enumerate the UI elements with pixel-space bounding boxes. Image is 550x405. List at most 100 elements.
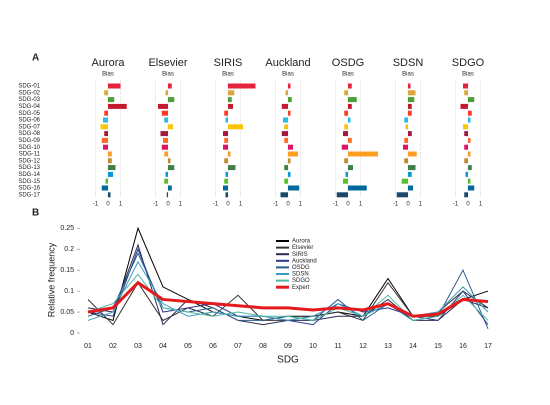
bar [168,97,175,103]
bar [348,83,352,89]
bar [408,185,413,191]
x-tick-label: 11 [334,343,341,350]
bar [408,97,415,103]
bar [281,103,288,109]
legend-label: Elsevier [292,245,313,251]
bar [224,137,228,143]
x-tick-label: 1 [119,202,123,208]
bar [288,151,298,157]
bar [228,165,236,171]
bar [223,144,228,150]
x-tick-label: 08 [259,343,267,350]
bar [288,97,292,103]
bar [463,124,468,130]
x-tick-label: 0 [226,202,230,208]
bar [108,171,113,177]
bias-label: Bias [102,72,114,78]
bar [344,158,348,164]
series-line [87,280,489,318]
x-tick-label: 0 [106,202,110,208]
sdg-label: SDG-01 [18,84,40,90]
x-tick-label: 0 [406,202,410,208]
x-tick-label: -1 [453,202,459,208]
x-tick-label: 1 [479,202,483,208]
bar [104,90,108,96]
legend-label: Aurora [292,239,311,245]
bar [344,90,348,96]
bar [101,137,108,143]
legend-label: SDGO [292,278,310,284]
legend-label: OSDG [292,265,310,271]
x-tick-label: 06 [209,343,217,350]
bar [105,178,108,184]
x-tick-label: 1 [419,202,423,208]
x-tick-label: 15 [434,343,442,350]
bar [464,144,468,150]
bar [348,137,352,143]
bar [404,158,408,164]
bar [404,117,408,123]
series-line [87,273,489,321]
model-title: Auckland [265,57,310,69]
bar [468,110,472,116]
sdg-label: SDG-11 [19,152,41,158]
bar [408,171,412,177]
bar [161,110,168,116]
bar [164,117,168,123]
bar [108,158,112,164]
bar [344,124,348,130]
bar [464,192,468,198]
bar [225,192,228,198]
x-tick-label: -1 [393,202,399,208]
bar [468,185,475,191]
bar [108,192,111,198]
bar [408,90,416,96]
bar [164,178,168,184]
bar [284,137,288,143]
bar [468,97,475,103]
bar [343,178,348,184]
bar [344,110,348,116]
bar [468,165,472,171]
y-tick-label: 0 [70,330,74,337]
x-tick-label: 05 [184,343,192,350]
legend-label: SIRIS [292,252,308,258]
bar [225,171,228,177]
model-title: Elsevier [148,57,187,69]
bar [281,131,288,137]
bar [348,185,367,191]
bar [228,83,256,89]
bar [468,151,471,157]
bar [288,110,291,116]
bar [468,178,471,184]
sdg-label: SDG-12 [18,158,40,164]
y-tick-label: 0.1 [64,288,74,295]
sdg-label: SDG-02 [18,90,40,96]
y-tick-label: 0.2 [64,246,74,253]
bar [343,131,348,137]
bar [408,151,417,157]
bar [228,103,233,109]
bar [463,83,468,89]
bar [336,192,348,198]
sdg-label: SDG-09 [18,138,40,144]
sdg-label: SDG-04 [18,104,40,110]
sdg-label: SDG-17 [18,192,40,198]
model-title: OSDG [332,57,364,69]
y-tick-label: 0.15 [60,267,74,274]
series-line [87,243,489,326]
bar [468,137,471,143]
x-tick-label: 09 [284,343,292,350]
x-tick-label: 10 [309,343,317,350]
bar [103,117,108,123]
legend-label: Expert [292,285,310,291]
bar [464,90,468,96]
bias-label: Bias [282,72,294,78]
x-tick-label: 0 [346,202,350,208]
sdg-label: SDG-07 [18,124,40,130]
bias-label: Bias [222,72,234,78]
bar [280,192,288,198]
bias-label: Bias [402,72,414,78]
x-tick-label: 0 [466,202,470,208]
bar [104,110,108,116]
